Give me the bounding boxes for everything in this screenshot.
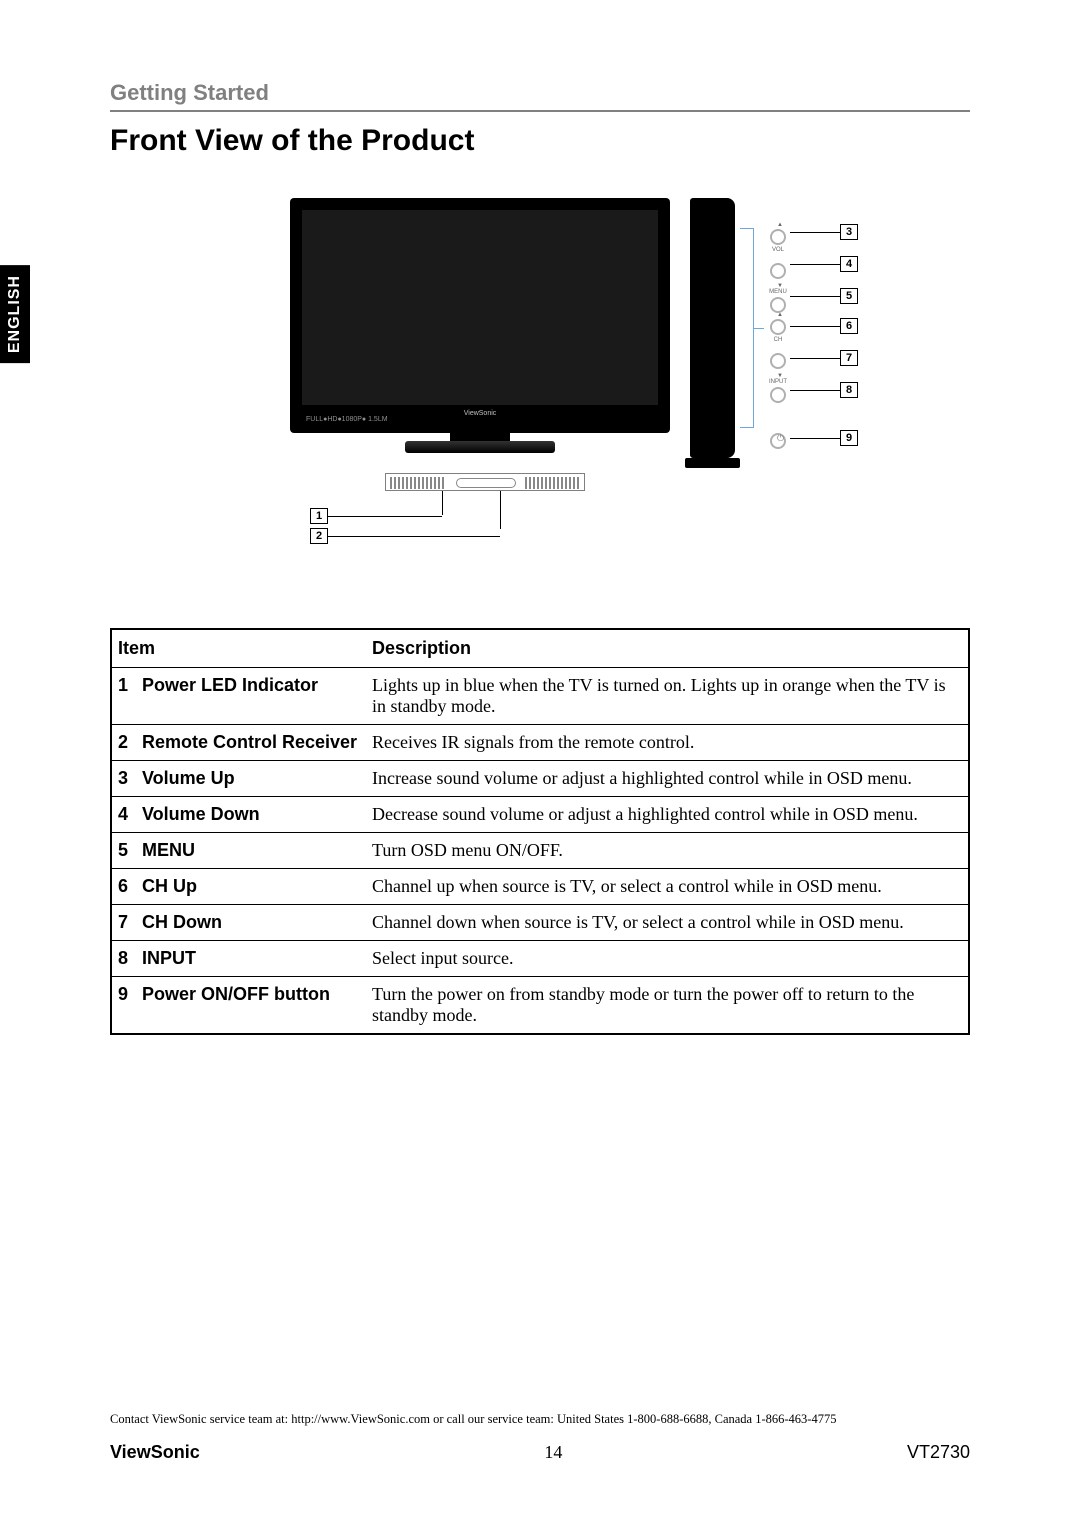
table-row: 8 INPUT Select input source. bbox=[112, 941, 968, 977]
side-buttons: ▲ VOL ▼ MENU ▲ CH ▼ INPUT ⏻ bbox=[770, 223, 792, 455]
table-row: 5 MENU Turn OSD menu ON/OFF. bbox=[112, 833, 968, 869]
power-button-icon: ⏻ bbox=[770, 433, 786, 449]
col-item: Item bbox=[112, 630, 366, 668]
callout-3: 3 bbox=[840, 224, 858, 240]
footer-page: 14 bbox=[544, 1442, 562, 1463]
tv-front-view: ViewSonic FULL●HD●1080P● 1.5LM bbox=[290, 198, 670, 468]
callout-4: 4 bbox=[840, 256, 858, 272]
page-footer: ViewSonic 14 VT2730 bbox=[110, 1442, 970, 1463]
main-title: Front View of the Product bbox=[110, 124, 970, 158]
callout-6: 6 bbox=[840, 318, 858, 334]
table-row: 7 CH Down Channel down when source is TV… bbox=[112, 905, 968, 941]
table-row: 1 Power LED Indicator Lights up in blue … bbox=[112, 668, 968, 725]
table-row: 9 Power ON/OFF button Turn the power on … bbox=[112, 977, 968, 1034]
table-row: 2 Remote Control Receiver Receives IR si… bbox=[112, 725, 968, 761]
table-row: 3 Volume Up Increase sound volume or adj… bbox=[112, 761, 968, 797]
callout-9: 9 bbox=[840, 430, 858, 446]
footer-brand: ViewSonic bbox=[110, 1442, 200, 1463]
tv-corner-label: FULL●HD●1080P● 1.5LM bbox=[306, 416, 388, 423]
callout-7: 7 bbox=[840, 350, 858, 366]
table-row: 6 CH Up Channel up when source is TV, or… bbox=[112, 869, 968, 905]
diagram-area: ViewSonic FULL●HD●1080P● 1.5LM 1 2 bbox=[110, 198, 970, 558]
tv-side-view bbox=[690, 198, 735, 458]
footer-model: VT2730 bbox=[907, 1442, 970, 1463]
table-row: 4 Volume Down Decrease sound volume or a… bbox=[112, 797, 968, 833]
callout-2: 2 bbox=[310, 528, 328, 544]
callout-8: 8 bbox=[840, 382, 858, 398]
callout-5: 5 bbox=[840, 288, 858, 304]
front-grill bbox=[385, 473, 585, 491]
col-desc: Description bbox=[366, 630, 968, 668]
callout-1: 1 bbox=[310, 508, 328, 524]
section-header: Getting Started bbox=[110, 80, 970, 112]
page-container: Getting Started Front View of the Produc… bbox=[0, 0, 1080, 1527]
service-footnote: Contact ViewSonic service team at: http:… bbox=[110, 1412, 970, 1427]
items-table: Item Description 1 Power LED Indicator L… bbox=[110, 628, 970, 1035]
